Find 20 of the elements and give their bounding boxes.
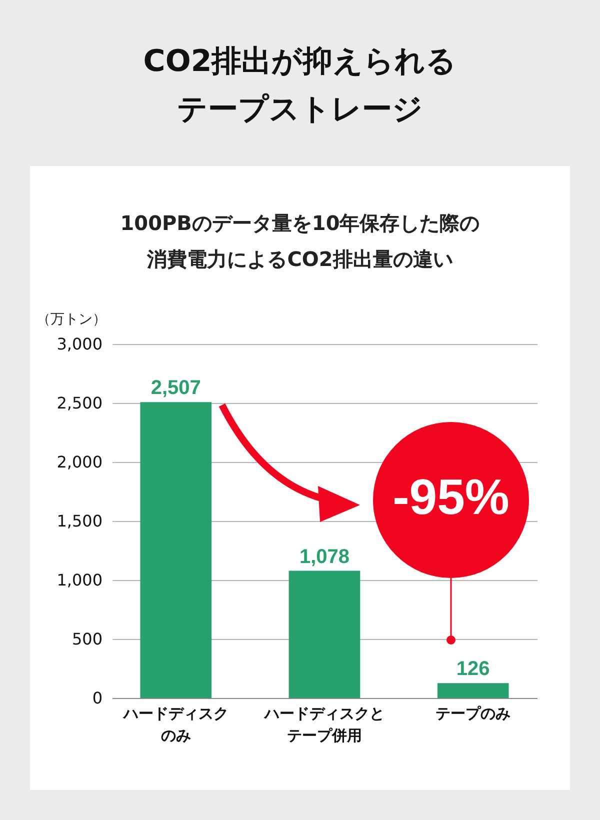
data-label: 2,507 <box>150 377 201 400</box>
y-tick-label: 2,000 <box>56 452 102 472</box>
y-tick-label: 3,000 <box>56 334 102 354</box>
y-tick-label: 1,500 <box>56 512 102 530</box>
annotation: -95% <box>392 468 510 527</box>
bar <box>288 570 360 698</box>
x-tick-label: ハードディスクのみ <box>122 704 228 744</box>
y-tick-label: 0 <box>92 688 102 708</box>
chart-title: CO2排出が抑えられるテープストレージ <box>142 43 458 129</box>
y-axis-title: （万トン） <box>36 312 106 328</box>
y-tick-label: 1,000 <box>56 570 102 590</box>
x-tick-label: テープのみ <box>436 704 511 722</box>
data-label: 126 <box>456 658 490 680</box>
bar <box>140 402 212 698</box>
y-tick-label: 500 <box>72 630 102 648</box>
bar <box>437 683 509 698</box>
x-tick-label: ハードディスクとテープ併用 <box>264 704 384 744</box>
data-label: 1,078 <box>299 546 350 568</box>
y-tick-label: 2,500 <box>56 394 102 412</box>
chart-subtitle: 100PBのデータ量を10年保存した際の消費電力によるCO2排出量の違い <box>119 210 481 273</box>
